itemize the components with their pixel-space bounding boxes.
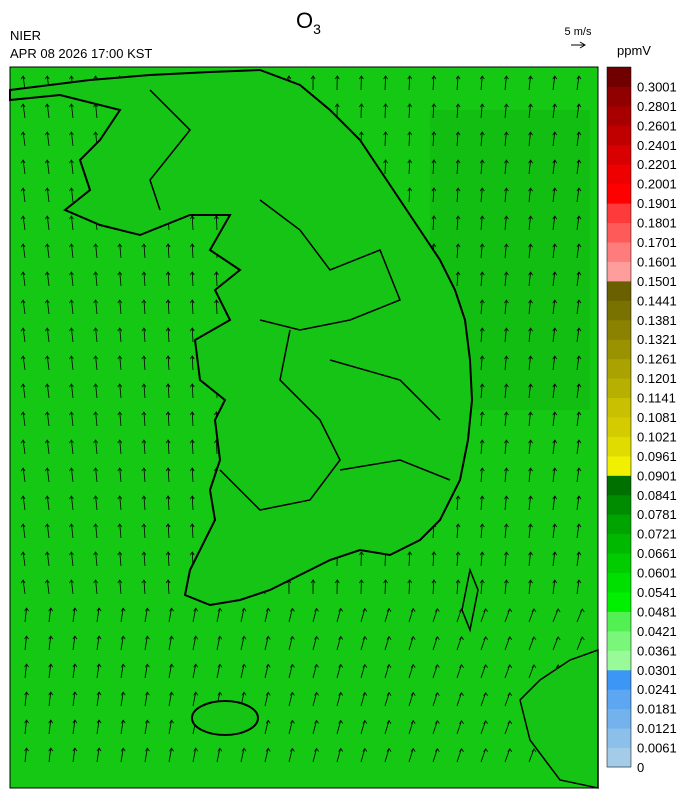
colorbar-label: 0.0601 bbox=[637, 566, 677, 581]
colorbar-segment bbox=[607, 164, 631, 184]
colorbar-label: 0.2401 bbox=[637, 138, 677, 153]
colorbar-label: 0.2801 bbox=[637, 99, 677, 114]
colorbar-label: 0.0721 bbox=[637, 527, 677, 542]
title: O3 bbox=[296, 8, 321, 37]
colorbar-segment bbox=[607, 670, 631, 690]
colorbar-label: 0.0061 bbox=[637, 741, 677, 756]
map bbox=[10, 67, 598, 788]
wind-scale-label: 5 m/s bbox=[565, 26, 592, 38]
colorbar-label: 0.0181 bbox=[637, 702, 677, 717]
colorbar-label: 0.1501 bbox=[637, 274, 677, 289]
colorbar-segment bbox=[607, 631, 631, 651]
colorbar-label: 0 bbox=[637, 760, 644, 775]
colorbar-segment bbox=[607, 242, 631, 262]
colorbar-segment bbox=[607, 534, 631, 554]
colorbar-label: 0.1701 bbox=[637, 235, 677, 250]
colorbar-segment bbox=[607, 223, 631, 243]
colorbar-segment bbox=[607, 748, 631, 768]
jeju-island bbox=[192, 701, 258, 735]
colorbar-segment bbox=[607, 456, 631, 476]
colorbar-segment bbox=[607, 436, 631, 456]
colorbar-label: 0.2001 bbox=[637, 177, 677, 192]
colorbar-label: 0.3001 bbox=[637, 79, 677, 94]
colorbar-segment bbox=[607, 125, 631, 145]
colorbar-segment bbox=[607, 106, 631, 126]
colorbar-label: 0.1081 bbox=[637, 410, 677, 425]
title-main: O bbox=[296, 8, 313, 33]
colorbar-label: 0.0241 bbox=[637, 682, 677, 697]
colorbar-label: 0.1601 bbox=[637, 254, 677, 269]
colorbar-label: 0.0421 bbox=[637, 624, 677, 639]
colorbar-segment bbox=[607, 145, 631, 165]
colorbar-segment bbox=[607, 514, 631, 534]
colorbar-label: 0.1441 bbox=[637, 293, 677, 308]
colorbar-label: 0.1321 bbox=[637, 332, 677, 347]
colorbar-label: 0.1021 bbox=[637, 429, 677, 444]
colorbar-segment bbox=[607, 359, 631, 379]
colorbar-label: 0.1381 bbox=[637, 313, 677, 328]
colorbar-segment bbox=[607, 611, 631, 631]
colorbar-segment bbox=[607, 709, 631, 729]
colorbar-label: 0.2601 bbox=[637, 118, 677, 133]
colorbar-segment bbox=[607, 553, 631, 573]
colorbar-segment bbox=[607, 281, 631, 301]
colorbar-label: 0.0901 bbox=[637, 468, 677, 483]
colorbar-segment bbox=[607, 320, 631, 340]
title-subscript: 3 bbox=[313, 21, 321, 37]
colorbar-label: 0.0121 bbox=[637, 721, 677, 736]
colorbar-label: 0.0781 bbox=[637, 507, 677, 522]
colorbar-label: 0.0961 bbox=[637, 449, 677, 464]
colorbar-label: 0.1801 bbox=[637, 216, 677, 231]
colorbar-segment bbox=[607, 689, 631, 709]
colorbar-segment bbox=[607, 398, 631, 418]
colorbar-segment bbox=[607, 67, 631, 87]
colorbar-segment bbox=[607, 728, 631, 748]
colorbar-segment bbox=[607, 300, 631, 320]
colorbar: 0 0.0061 0.0121 0.0181 0.0241 0.0301 0.0361 0.0… bbox=[607, 67, 677, 775]
colorbar-label: 0.1141 bbox=[637, 391, 676, 406]
colorbar-label: 0.2201 bbox=[637, 157, 677, 172]
colorbar-label: 0.1901 bbox=[637, 196, 677, 211]
colorbar-label: 0.0841 bbox=[637, 488, 677, 503]
colorbar-segment bbox=[607, 475, 631, 495]
colorbar-label: 0.1261 bbox=[637, 352, 677, 367]
colorbar-segment bbox=[607, 203, 631, 223]
colorbar-unit: ppmV bbox=[617, 43, 651, 58]
timestamp: APR 08 2026 17:00 KST bbox=[10, 46, 152, 61]
colorbar-segment bbox=[607, 592, 631, 612]
colorbar-label: 0.0361 bbox=[637, 643, 677, 658]
colorbar-segment bbox=[607, 650, 631, 670]
colorbar-segment bbox=[607, 495, 631, 515]
colorbar-segment bbox=[607, 261, 631, 281]
colorbar-label: 0.0661 bbox=[637, 546, 677, 561]
colorbar-label: 0.0301 bbox=[637, 663, 677, 678]
colorbar-segment bbox=[607, 573, 631, 593]
colorbar-segment bbox=[607, 339, 631, 359]
colorbar-label: 0.0541 bbox=[637, 585, 677, 600]
colorbar-segment bbox=[607, 86, 631, 106]
colorbar-label: 0.0481 bbox=[637, 604, 677, 619]
colorbar-label: 0.1201 bbox=[637, 371, 677, 386]
colorbar-segment bbox=[607, 378, 631, 398]
colorbar-segment bbox=[607, 184, 631, 204]
colorbar-segment bbox=[607, 417, 631, 437]
agency: NIER bbox=[10, 28, 41, 43]
